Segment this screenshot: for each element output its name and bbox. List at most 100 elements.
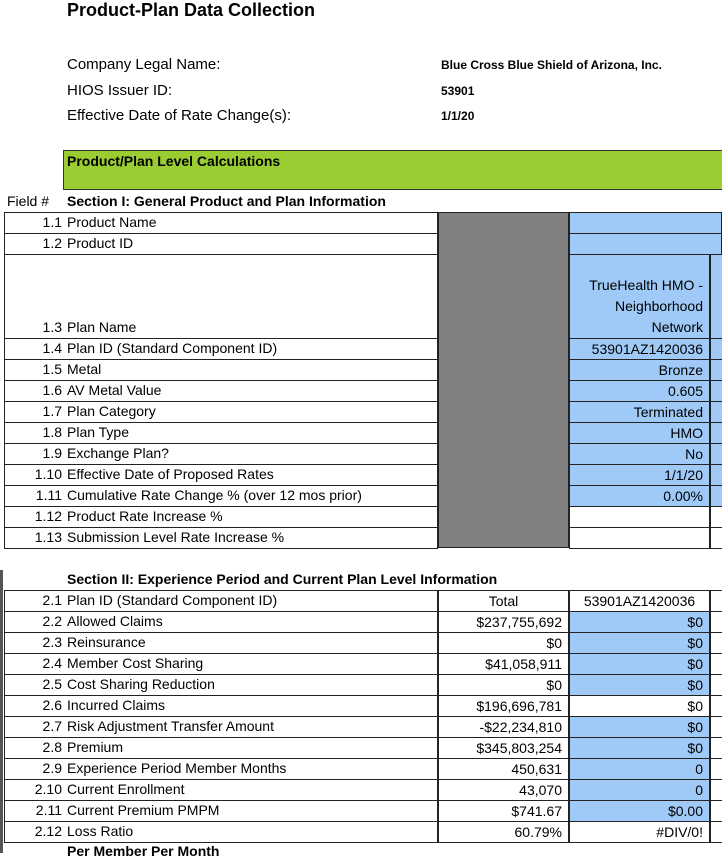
- extra-column-cell[interactable]: [710, 674, 722, 696]
- field-number: 1.1: [42, 214, 62, 230]
- extra-column-cell[interactable]: [710, 443, 722, 465]
- plan-value-cell[interactable]: $0: [569, 611, 710, 633]
- field-value-cell[interactable]: 1/1/20: [569, 464, 710, 486]
- hios-id-value[interactable]: 53901: [441, 84, 475, 98]
- plan-value-cell[interactable]: 53901AZ1420036: [569, 590, 710, 612]
- field-value-cell[interactable]: 0.605: [569, 380, 710, 402]
- field-value-cell[interactable]: TrueHealth HMO - Neighborhood Network: [569, 254, 710, 339]
- total-cell[interactable]: 60.79%: [438, 821, 569, 843]
- field-value-cell[interactable]: Bronze: [569, 359, 710, 381]
- field-label: AV Metal Value: [67, 382, 162, 398]
- field-label: Premium: [67, 739, 124, 755]
- plan-value-cell[interactable]: $0: [569, 632, 710, 654]
- field-label: Reinsurance: [67, 634, 146, 650]
- plan-value-cell[interactable]: $0: [569, 716, 710, 738]
- plan-value-cell[interactable]: 0: [569, 758, 710, 780]
- section2-title: Section II: Experience Period and Curren…: [67, 571, 498, 587]
- banner: Product/Plan Level Calculations: [63, 150, 722, 190]
- next-section-title: Per Member Per Month: [67, 843, 220, 859]
- extra-column-cell[interactable]: [710, 422, 722, 444]
- total-cell[interactable]: $0: [438, 674, 569, 696]
- field-value-cell[interactable]: No: [569, 443, 710, 465]
- total-cell[interactable]: 450,631: [438, 758, 569, 780]
- field-value-cell[interactable]: [569, 212, 722, 234]
- extra-column-cell[interactable]: [710, 359, 722, 381]
- effective-date-value[interactable]: 1/1/20: [441, 109, 475, 123]
- field-number: 1.8: [42, 424, 62, 440]
- total-cell[interactable]: $741.67: [438, 800, 569, 822]
- extra-column-cell[interactable]: [710, 401, 722, 423]
- field-number: 1.12: [34, 508, 62, 524]
- plan-value-cell[interactable]: 0: [569, 779, 710, 801]
- field-label: Metal: [67, 361, 102, 377]
- table-row: [4, 527, 438, 549]
- plan-value-cell[interactable]: $0.00: [569, 800, 710, 822]
- field-number: 1.4: [42, 340, 62, 356]
- field-label: Effective Date of Proposed Rates: [67, 466, 274, 482]
- field-number: 1.2: [42, 235, 62, 251]
- total-cell[interactable]: $41,058,911: [438, 653, 569, 675]
- company-name-label: Company Legal Name:: [67, 56, 221, 73]
- extra-column-cell[interactable]: [710, 464, 722, 486]
- field-number: 2.3: [42, 634, 62, 650]
- field-value-cell[interactable]: HMO: [569, 422, 710, 444]
- extra-column-cell[interactable]: [710, 254, 722, 339]
- field-number: 1.11: [35, 487, 62, 503]
- field-number: 2.11: [35, 802, 62, 818]
- field-label: Allowed Claims: [67, 613, 163, 629]
- field-label: Plan ID (Standard Component ID): [67, 592, 278, 608]
- extra-column-cell[interactable]: [710, 527, 722, 549]
- total-cell[interactable]: $196,696,781: [438, 695, 569, 717]
- field-label: Experience Period Member Months: [67, 760, 287, 776]
- extra-column-cell[interactable]: [710, 821, 722, 843]
- field-label: Submission Level Rate Increase %: [67, 529, 285, 545]
- extra-column-cell[interactable]: [710, 380, 722, 402]
- extra-column-cell[interactable]: [710, 485, 722, 507]
- field-number: 2.10: [34, 781, 62, 797]
- total-cell[interactable]: Total: [438, 590, 569, 612]
- extra-column-cell[interactable]: [710, 338, 722, 360]
- field-label: Plan Type: [67, 424, 130, 440]
- plan-value-cell[interactable]: $0: [569, 737, 710, 759]
- field-value-cell[interactable]: 0.00%: [569, 485, 710, 507]
- field-value-cell[interactable]: 53901AZ1420036: [569, 338, 710, 360]
- total-cell[interactable]: $0: [438, 632, 569, 654]
- plan-value-cell[interactable]: $0: [569, 653, 710, 675]
- total-cell[interactable]: $237,755,692: [438, 611, 569, 633]
- field-label: Cumulative Rate Change % (over 12 mos pr…: [67, 487, 362, 503]
- field-label: Member Cost Sharing: [67, 655, 204, 671]
- field-value-cell[interactable]: Terminated: [569, 401, 710, 423]
- plan-value-cell[interactable]: #DIV/0!: [569, 821, 710, 843]
- extra-column-cell[interactable]: [710, 590, 722, 612]
- total-cell[interactable]: $345,803,254: [438, 737, 569, 759]
- extra-column-cell[interactable]: [710, 758, 722, 780]
- field-label: Product Name: [67, 214, 157, 230]
- extra-column-cell[interactable]: [710, 611, 722, 633]
- field-number: 2.2: [42, 613, 62, 629]
- extra-column-cell[interactable]: [710, 506, 722, 528]
- field-number: 2.1: [42, 592, 62, 608]
- hios-id-label: HIOS Issuer ID:: [67, 82, 173, 99]
- total-cell[interactable]: -$22,234,810: [438, 716, 569, 738]
- total-cell[interactable]: 43,070: [438, 779, 569, 801]
- field-number: 2.8: [42, 739, 62, 755]
- field-value-cell[interactable]: [569, 233, 722, 255]
- extra-column-cell[interactable]: [710, 800, 722, 822]
- page-title: Product-Plan Data Collection: [67, 0, 316, 20]
- field-number-header: Field #: [7, 193, 50, 209]
- field-label: Product Rate Increase %: [67, 508, 223, 524]
- extra-column-cell[interactable]: [710, 632, 722, 654]
- field-number: 1.5: [42, 361, 62, 377]
- extra-column-cell[interactable]: [710, 779, 722, 801]
- extra-column-cell[interactable]: [710, 653, 722, 675]
- plan-value-cell[interactable]: $0: [569, 695, 710, 717]
- company-name-value[interactable]: Blue Cross Blue Shield of Arizona, Inc.: [441, 58, 662, 72]
- plan-value-cell[interactable]: $0: [569, 674, 710, 696]
- section1-title: Section I: General Product and Plan Info…: [67, 193, 386, 209]
- extra-column-cell[interactable]: [710, 737, 722, 759]
- field-value-cell[interactable]: [569, 506, 710, 528]
- extra-column-cell[interactable]: [710, 695, 722, 717]
- field-value-cell[interactable]: [569, 527, 710, 549]
- extra-column-cell[interactable]: [710, 716, 722, 738]
- field-number: 1.7: [42, 403, 62, 419]
